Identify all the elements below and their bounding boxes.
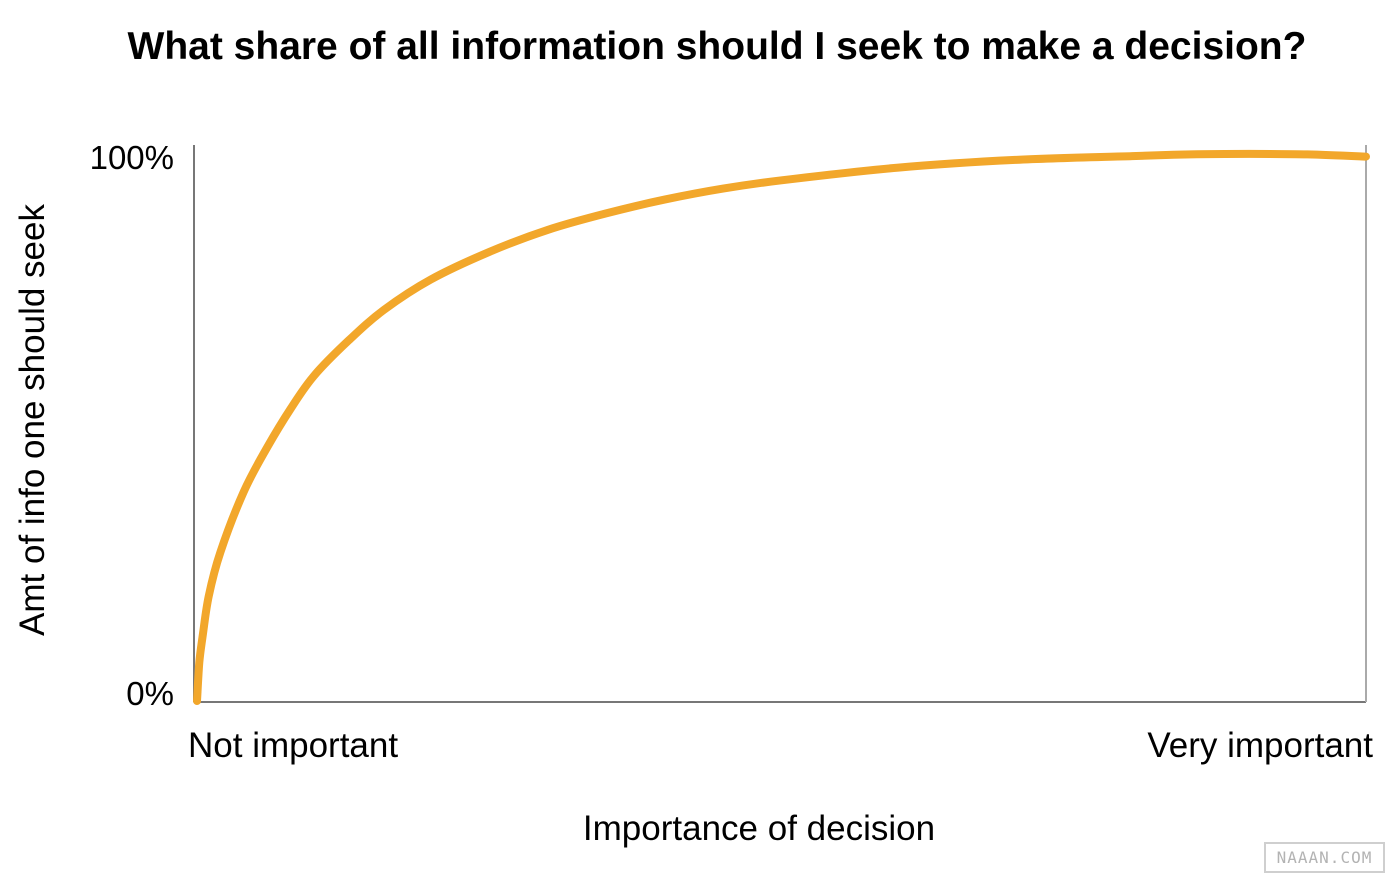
x-tick-label-right: Very important [1147, 726, 1373, 765]
axes [193, 145, 1367, 703]
x-tick-label-left: Not important [188, 726, 398, 765]
x-axis-label: Importance of decision [583, 809, 935, 848]
y-tick-label-bottom: 0% [126, 675, 174, 712]
chart-title: What share of all information should I s… [128, 25, 1307, 68]
series-group [193, 149, 1370, 705]
series-line-0 [193, 149, 1370, 705]
watermark-text: NAAAN.COM [1276, 848, 1373, 867]
y-tick-label-top: 100% [90, 139, 174, 176]
watermark-box: NAAAN.COM [1264, 842, 1385, 873]
y-axis-label: Amt of info one should seek [13, 204, 52, 636]
